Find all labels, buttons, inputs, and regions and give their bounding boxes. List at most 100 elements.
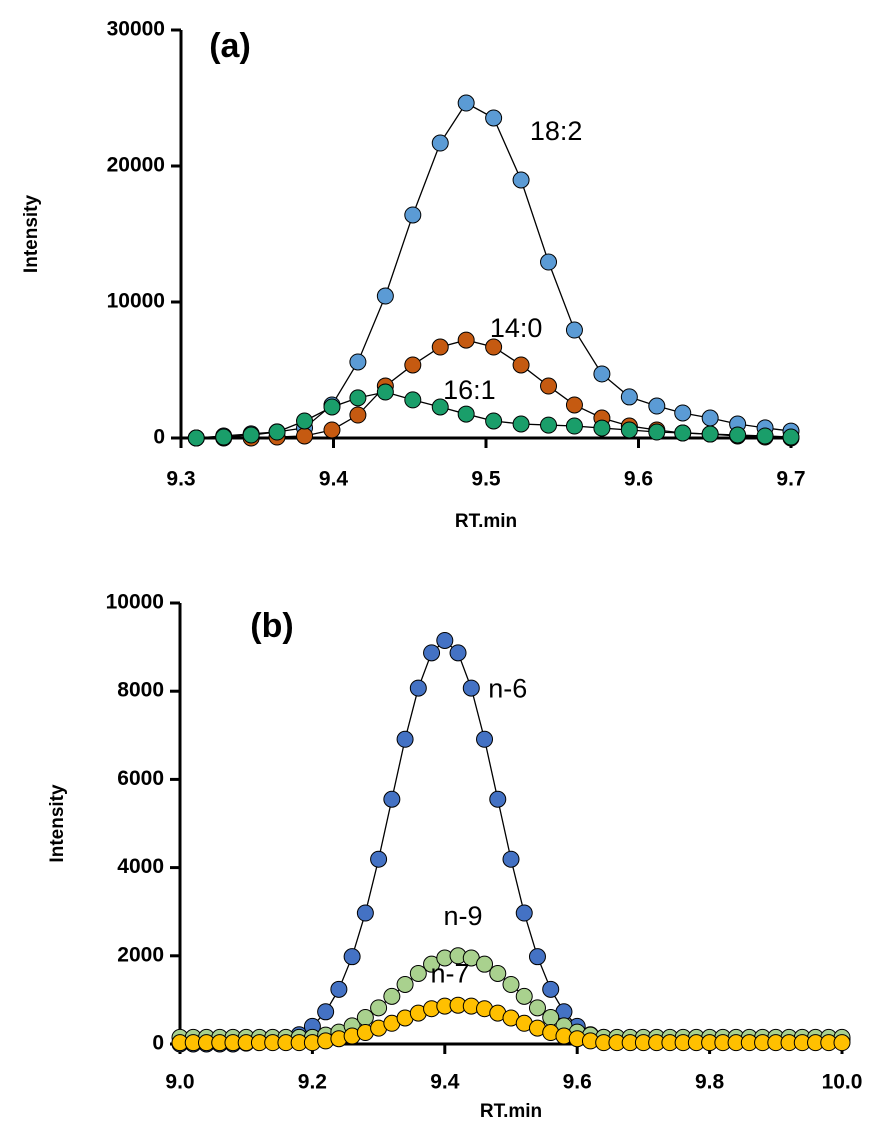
data-point xyxy=(404,206,422,224)
y-tick-label: 6000 xyxy=(117,767,164,790)
data-point xyxy=(701,409,719,427)
series-label: 14:0 xyxy=(490,313,543,343)
data-point xyxy=(376,287,394,305)
data-point xyxy=(349,406,367,424)
data-point xyxy=(462,679,480,697)
x-tick-label: 10.0 xyxy=(822,1071,863,1094)
data-point xyxy=(756,427,774,445)
data-point xyxy=(502,975,520,993)
data-point xyxy=(620,388,638,406)
data-point xyxy=(296,427,314,445)
y-tick-label: 10000 xyxy=(106,591,164,614)
data-point xyxy=(515,987,533,1005)
plot: 0 10000 20000 30000 9.3 9.4 9.5 9.6 9.7 RT.min Int… xyxy=(21,18,806,532)
data-point xyxy=(215,428,233,446)
data-point xyxy=(268,423,286,441)
y-tick-label: 10000 xyxy=(107,290,165,313)
data-point xyxy=(540,377,558,395)
data-point xyxy=(565,417,583,435)
data-point xyxy=(242,426,260,444)
x-tick-label: 9.3 xyxy=(166,468,195,491)
data-point xyxy=(431,338,449,356)
data-point xyxy=(540,253,558,271)
data-point xyxy=(409,679,427,697)
data-point xyxy=(476,730,494,748)
data-point xyxy=(528,999,546,1017)
y-tick-label: 0 xyxy=(153,426,165,449)
data-point xyxy=(674,424,692,442)
x-tick-label: 9.4 xyxy=(319,468,349,491)
data-point xyxy=(349,389,367,407)
data-point xyxy=(383,790,401,808)
data-point xyxy=(674,404,692,422)
data-point xyxy=(833,1034,851,1052)
y-tick-label: 2000 xyxy=(117,943,164,966)
data-point xyxy=(485,109,503,127)
y-axis-label: Intensity xyxy=(47,784,68,863)
data-point xyxy=(540,416,558,434)
data-point xyxy=(485,338,503,356)
data-point xyxy=(376,383,394,401)
data-point xyxy=(512,356,530,374)
series-label: 16:1 xyxy=(443,375,496,405)
data-point xyxy=(396,730,414,748)
data-point xyxy=(512,171,530,189)
data-point xyxy=(528,948,546,966)
y-tick-label: 30000 xyxy=(107,18,165,41)
data-point xyxy=(648,423,666,441)
data-point xyxy=(457,94,475,112)
data-point xyxy=(396,975,414,993)
y-tick-label: 4000 xyxy=(117,855,164,878)
x-tick-label: 9.7 xyxy=(776,468,805,491)
data-point xyxy=(729,426,747,444)
data-point xyxy=(593,419,611,437)
data-point xyxy=(349,353,367,371)
data-point xyxy=(409,964,427,982)
x-tick-label: 9.5 xyxy=(471,468,501,491)
x-tick-label: 9.4 xyxy=(430,1071,460,1094)
data-point xyxy=(620,421,638,439)
data-point xyxy=(431,134,449,152)
x-axis-label: RT.min xyxy=(455,511,517,532)
data-point xyxy=(370,850,388,868)
data-point xyxy=(502,850,520,868)
plot: 0 2000 4000 6000 8000 10000 9.0 9.2 9.4 9.6 9.8 10.… xyxy=(47,591,862,1122)
data-point xyxy=(383,987,401,1005)
data-point xyxy=(457,331,475,349)
y-axis-label: Intensity xyxy=(21,195,42,274)
data-point xyxy=(423,644,441,662)
data-point xyxy=(782,428,800,446)
data-point xyxy=(323,421,341,439)
data-point xyxy=(356,904,374,922)
data-point xyxy=(187,429,205,447)
chart-title: (b) xyxy=(250,607,293,645)
x-axis-label: RT.min xyxy=(480,1101,542,1122)
data-point xyxy=(404,356,422,374)
data-point xyxy=(449,644,467,662)
series-label: n-9 xyxy=(444,901,483,931)
series-label: 18:2 xyxy=(530,116,583,146)
data-point xyxy=(431,398,449,416)
y-tick-label: 0 xyxy=(152,1032,164,1055)
data-point xyxy=(436,631,454,649)
data-point xyxy=(515,904,533,922)
data-point xyxy=(296,412,314,430)
x-tick-label: 9.6 xyxy=(563,1071,592,1094)
data-point xyxy=(489,964,507,982)
data-point xyxy=(476,955,494,973)
data-point xyxy=(701,425,719,443)
data-point xyxy=(593,365,611,383)
data-point xyxy=(489,790,507,808)
y-tick-label: 20000 xyxy=(107,154,165,177)
x-tick-label: 9.8 xyxy=(695,1071,725,1094)
data-point xyxy=(343,948,361,966)
data-point xyxy=(323,398,341,416)
x-tick-label: 9.0 xyxy=(165,1071,194,1094)
data-point xyxy=(565,321,583,339)
data-point xyxy=(512,415,530,433)
data-point xyxy=(457,405,475,423)
data-point xyxy=(565,396,583,414)
x-tick-label: 9.2 xyxy=(298,1071,327,1094)
data-point xyxy=(330,980,348,998)
